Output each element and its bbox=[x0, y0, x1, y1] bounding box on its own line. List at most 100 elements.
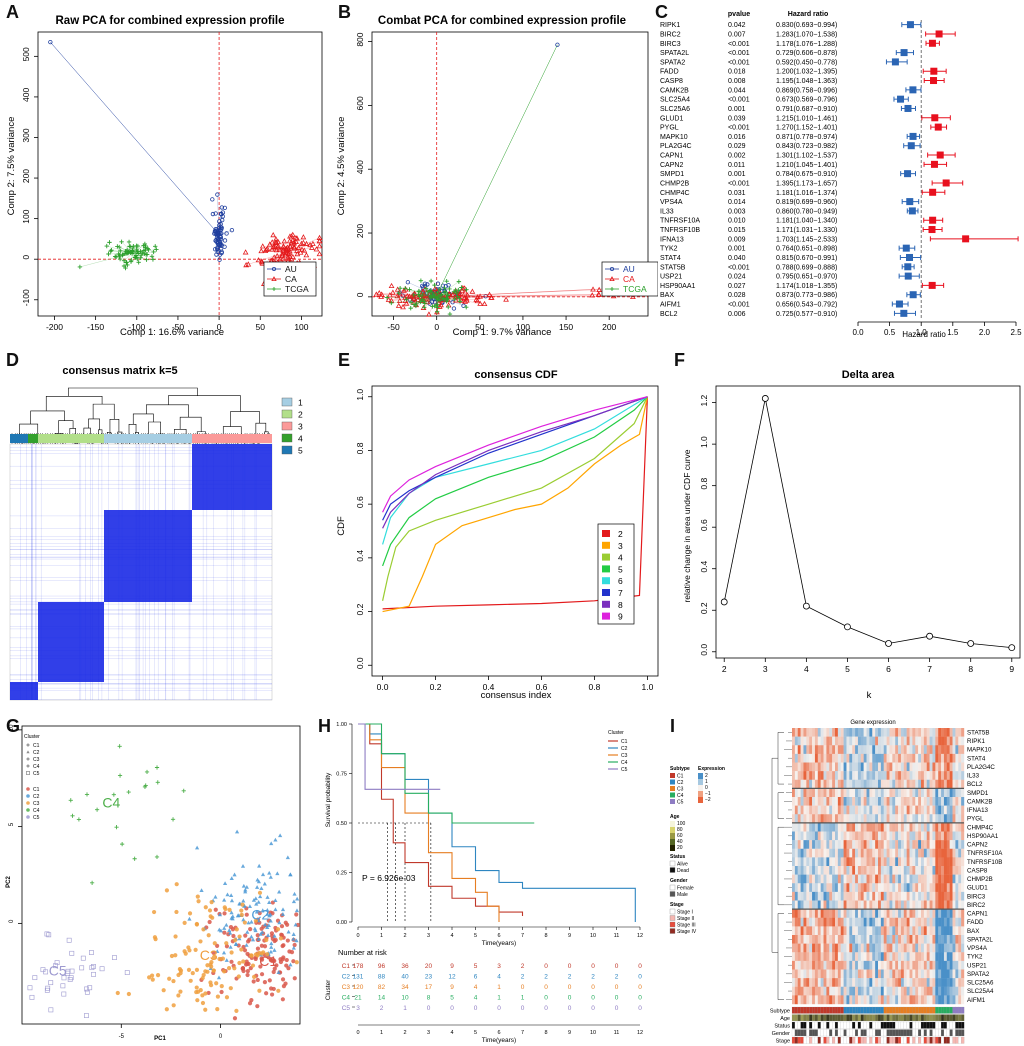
data-point-ca bbox=[589, 292, 596, 298]
heat-cell bbox=[872, 960, 876, 970]
annotation-cell bbox=[935, 1036, 939, 1044]
heat-cell bbox=[797, 848, 801, 858]
pvalue-label: 0.009 bbox=[728, 236, 746, 243]
heat-cell bbox=[863, 771, 867, 780]
heat-cell bbox=[958, 943, 962, 953]
heat-cell bbox=[900, 866, 904, 875]
data-point-c4 bbox=[154, 765, 160, 770]
heat-cell bbox=[921, 943, 925, 953]
legend-label: C5 bbox=[621, 767, 628, 773]
heat-cell bbox=[846, 745, 850, 755]
heat-cell bbox=[918, 891, 922, 901]
heat-cell bbox=[803, 736, 807, 746]
heat-cell bbox=[946, 728, 950, 737]
heat-cell bbox=[866, 857, 870, 867]
heat-cell bbox=[835, 745, 839, 755]
heat-cell bbox=[949, 978, 953, 987]
annotation-cell bbox=[826, 1006, 830, 1014]
heat-cell bbox=[840, 848, 844, 858]
heat-cell bbox=[817, 995, 821, 1005]
heat-cell bbox=[918, 788, 922, 798]
heat-cell bbox=[837, 883, 841, 893]
heat-cell bbox=[840, 857, 844, 867]
annotation-cell bbox=[840, 1021, 844, 1029]
heat-cell bbox=[892, 788, 896, 798]
data-point-c5 bbox=[91, 964, 96, 969]
data-point-ca bbox=[269, 246, 275, 252]
heat-cell bbox=[929, 943, 933, 953]
data-point-c3 bbox=[177, 967, 183, 972]
annotation-cell bbox=[889, 1021, 893, 1029]
data-point-c1 bbox=[274, 963, 279, 968]
heat-cell bbox=[932, 986, 936, 996]
annotation-cell bbox=[932, 1021, 936, 1029]
centroid-ray bbox=[410, 296, 437, 309]
heat-cell bbox=[814, 952, 818, 962]
data-point-c5 bbox=[61, 991, 67, 997]
heat-cell bbox=[872, 814, 876, 824]
heat-cell bbox=[952, 762, 956, 772]
heat-cell bbox=[903, 736, 907, 746]
heat-cell bbox=[880, 874, 884, 884]
heat-cell bbox=[895, 900, 899, 910]
heat-cell bbox=[938, 969, 942, 979]
data-point-ca bbox=[461, 295, 468, 301]
heat-cell bbox=[918, 728, 922, 737]
heat-cell bbox=[946, 753, 950, 763]
annotation-cell bbox=[814, 1036, 819, 1044]
data-point-tcga bbox=[428, 278, 434, 284]
data-point-c3 bbox=[161, 988, 166, 993]
heat-cell bbox=[803, 797, 807, 806]
heat-cell bbox=[812, 866, 816, 875]
annotation-cell bbox=[946, 1006, 950, 1014]
heat-cell bbox=[832, 900, 836, 910]
data-point-c3 bbox=[234, 1008, 239, 1013]
annotation-cell bbox=[952, 1021, 956, 1029]
data-point-c5 bbox=[84, 1013, 89, 1018]
data-point-c3 bbox=[229, 950, 234, 955]
heat-cell bbox=[849, 866, 853, 875]
heat-cell bbox=[875, 883, 879, 893]
heat-cell bbox=[837, 986, 841, 996]
hazard-ratio-label: 1.210(1.045−1.401) bbox=[776, 162, 837, 169]
heat-cell bbox=[906, 805, 910, 815]
x-tick-label: 8 bbox=[544, 933, 547, 939]
risk-count: 0 bbox=[450, 1005, 454, 1012]
x-tick-label: 7 bbox=[927, 664, 932, 674]
gene-label: IL33 bbox=[967, 773, 980, 780]
x-tick-label: 100 bbox=[294, 322, 308, 332]
heat-cell bbox=[835, 753, 839, 763]
heat-cell bbox=[946, 935, 950, 944]
heat-cell bbox=[817, 917, 821, 927]
heat-cell bbox=[817, 960, 821, 970]
heat-cell bbox=[935, 736, 939, 746]
heat-cell bbox=[846, 900, 850, 910]
heat-cell bbox=[855, 874, 859, 884]
pvalue-label: 0.028 bbox=[728, 292, 746, 299]
data-point-c2 bbox=[262, 881, 267, 886]
y-tick-label: 10 bbox=[9, 724, 15, 731]
annotation-cell bbox=[940, 1029, 945, 1037]
data-point-c2 bbox=[255, 885, 260, 889]
heat-cell bbox=[826, 926, 830, 936]
data-point-c1 bbox=[269, 992, 275, 997]
heat-cell bbox=[903, 978, 907, 987]
heat-cell bbox=[880, 728, 884, 737]
heat-cell bbox=[895, 762, 899, 772]
annotation-cell bbox=[854, 1021, 859, 1029]
heat-cell bbox=[929, 909, 933, 918]
panel-letter-c: C bbox=[655, 2, 668, 22]
heat-cell bbox=[949, 745, 953, 755]
chart-title: consensus CDF bbox=[474, 369, 557, 381]
data-point-c2 bbox=[276, 970, 281, 974]
risk-count: 0 bbox=[638, 1005, 642, 1012]
heat-cell bbox=[840, 753, 844, 763]
heat-cell bbox=[794, 866, 798, 875]
heat-cell bbox=[886, 943, 890, 953]
data-point-c3 bbox=[200, 1000, 206, 1006]
heat-cell bbox=[923, 822, 927, 832]
heat-cell bbox=[823, 840, 827, 849]
risk-count: 88 bbox=[378, 974, 386, 981]
branch bbox=[45, 396, 103, 411]
annotation-cell bbox=[860, 1014, 864, 1022]
